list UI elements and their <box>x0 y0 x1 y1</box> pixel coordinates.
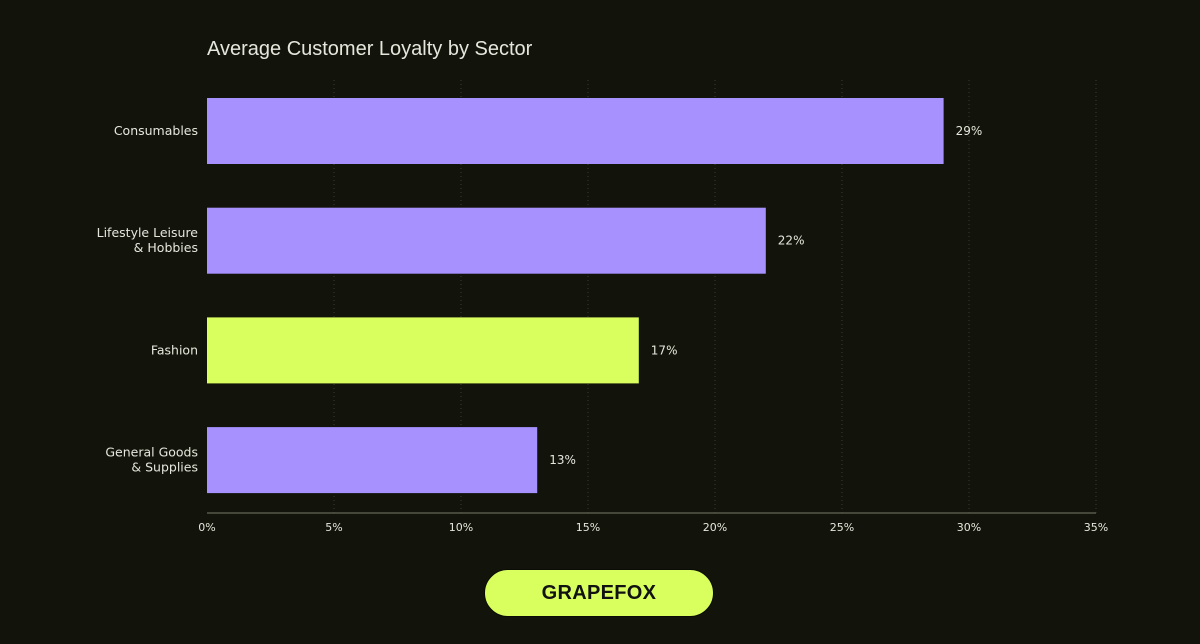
data-label: 13% <box>549 453 576 467</box>
category-label: Lifestyle Leisure & Hobbies <box>97 225 199 255</box>
data-label: 22% <box>778 234 805 248</box>
category-label-line: Fashion <box>151 342 198 357</box>
category-label: General Goods & Supplies <box>105 445 198 475</box>
data-label: 17% <box>651 343 678 357</box>
category-label-line: Lifestyle Leisure <box>97 225 199 240</box>
category-label-line: & Supplies <box>131 460 198 475</box>
bars: 29% Consumables 22% Lifestyle Leisure & Hobb… <box>97 98 983 494</box>
x-tick-label: 0% <box>198 521 215 534</box>
category-label: Fashion <box>151 342 198 357</box>
chart-title: Average Customer Loyalty by Sector <box>207 38 533 60</box>
bar <box>207 207 766 274</box>
data-label: 29% <box>956 124 983 138</box>
category-label-line: & Hobbies <box>134 240 198 255</box>
x-tick-label: 15% <box>576 521 600 534</box>
bar <box>207 98 944 164</box>
x-tick-label: 20% <box>703 521 727 534</box>
bar <box>207 427 538 494</box>
x-tick-label: 30% <box>957 521 981 534</box>
brand-logo-button: GRAPEFOX <box>484 569 714 617</box>
category-label-line: General Goods <box>105 445 198 460</box>
x-tick-label: 35% <box>1084 521 1108 534</box>
x-tick-label: 10% <box>449 521 473 534</box>
bar <box>207 317 639 384</box>
category-label-line: Consumables <box>114 123 198 138</box>
x-tick-label: 5% <box>325 521 342 534</box>
x-tick-label: 25% <box>830 521 854 534</box>
category-label: Consumables <box>114 123 198 138</box>
x-axis: 0% 5% 10% 15% 20% 25% 30% 35% <box>198 512 1108 534</box>
